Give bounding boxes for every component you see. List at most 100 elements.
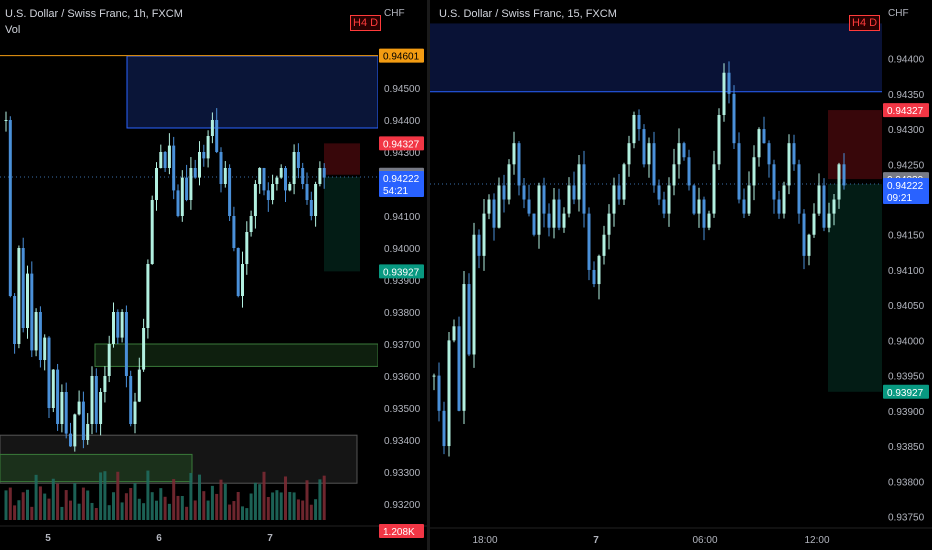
pane-divider[interactable] (427, 0, 430, 550)
bar-countdown: 09:21 (887, 193, 912, 204)
price-tag-target-low: 0.93927 (887, 388, 924, 399)
x-tick-label: 7 (267, 533, 273, 544)
chart-pane-15m[interactable]: CHF0.944000.943500.943000.942500.942000.… (430, 0, 932, 550)
y-tick-label: 0.94150 (888, 231, 925, 242)
candle-body (487, 199, 491, 214)
candle-body (517, 143, 521, 186)
candle-body (172, 145, 176, 191)
candle-body (812, 213, 816, 235)
volume-bar (241, 506, 244, 520)
candle-body (737, 143, 741, 200)
candle-body (562, 213, 566, 228)
volume-bar (266, 497, 270, 520)
candle-body (60, 392, 64, 424)
candle-body (432, 375, 436, 377)
candle-body (717, 115, 721, 165)
candle-body (253, 184, 257, 216)
chart-15m-canvas[interactable]: CHF0.944000.943500.943000.942500.942000.… (430, 0, 932, 550)
candle-body (142, 328, 146, 370)
candle-body (86, 424, 90, 440)
candle-body (772, 164, 776, 200)
volume-bar (305, 480, 309, 520)
volume-bar (284, 476, 287, 520)
volume-bar (155, 500, 158, 520)
x-tick-label: 18:00 (472, 535, 497, 546)
chart-pane-1h[interactable]: CHF0.945000.944000.943000.942000.941000.… (0, 0, 427, 550)
candle-body (652, 143, 656, 186)
candle-body (527, 199, 531, 214)
candle-body (271, 184, 275, 200)
volume-bar (236, 491, 240, 520)
candle-body (712, 164, 716, 214)
candle-body (202, 152, 206, 159)
candle-body (56, 369, 60, 424)
candle-body (241, 264, 244, 296)
chart-1h-canvas[interactable]: CHF0.945000.944000.943000.942000.941000.… (0, 0, 427, 550)
candle-body (557, 199, 561, 228)
volume-bar (133, 483, 137, 520)
candle-body (275, 177, 279, 184)
candle-body (4, 120, 8, 121)
candle-body (577, 164, 581, 200)
volume-bar (198, 474, 201, 520)
candle-body (189, 168, 193, 200)
x-tick-label: 7 (593, 535, 599, 546)
candle-body (150, 200, 154, 264)
candle-body (762, 129, 766, 144)
price-tag-current-bg (379, 170, 424, 197)
candle-body (442, 410, 446, 447)
candle-body (193, 168, 197, 178)
target-zone (324, 176, 360, 272)
candle-body (597, 255, 601, 285)
stop-zone (324, 143, 360, 175)
x-tick-label: 06:00 (692, 535, 717, 546)
y-tick-label: 0.94400 (888, 55, 925, 66)
volume-label: Vol (5, 24, 21, 36)
price-tag-target-high: 0.94327 (383, 139, 420, 150)
candle-body (467, 284, 471, 355)
candle-body (185, 177, 189, 200)
candle-body (314, 184, 318, 216)
bar-countdown: 54:21 (383, 186, 408, 197)
candle-body (622, 164, 626, 200)
volume-bar (81, 487, 85, 520)
candle-body (752, 157, 756, 186)
candle-body (552, 199, 556, 228)
candle-body (507, 164, 511, 200)
price-tag-target-high-bg (883, 103, 929, 118)
timeframe-badge[interactable]: H4 D (350, 15, 382, 31)
volume-bar (245, 508, 249, 520)
price-tag-high-line-bg (379, 48, 424, 63)
volume-bar (137, 498, 141, 520)
candle-body (492, 199, 496, 228)
candle-body (607, 213, 611, 235)
candle-body (249, 216, 253, 232)
price-tag-target-low-bg (379, 264, 424, 279)
volume-bar (314, 499, 318, 520)
price-tag-current-bg (883, 178, 929, 205)
candle-body (612, 185, 616, 214)
volume-bar (253, 482, 257, 520)
candle-body (802, 213, 806, 256)
candle-body (632, 115, 636, 144)
volume-bar (86, 490, 90, 520)
candle-body (266, 190, 270, 200)
timeframe-badge[interactable]: H4 D (849, 15, 881, 31)
volume-bar (232, 501, 236, 520)
volume-bar (64, 490, 68, 520)
candle-body (817, 185, 821, 214)
volume-bar (176, 495, 180, 520)
candle-body (107, 344, 111, 376)
price-tag-current: 0.94222 (887, 181, 924, 192)
volume-bar (249, 493, 253, 520)
volume-bar (193, 500, 197, 520)
target-zone (828, 184, 882, 392)
volume-bar (129, 487, 133, 520)
candle-body (120, 312, 124, 338)
candle-body (292, 152, 296, 184)
volume-bar (180, 495, 184, 520)
candle-body (47, 337, 51, 408)
candle-body (547, 213, 551, 228)
candle-body (279, 168, 283, 178)
candle-body (112, 312, 115, 344)
